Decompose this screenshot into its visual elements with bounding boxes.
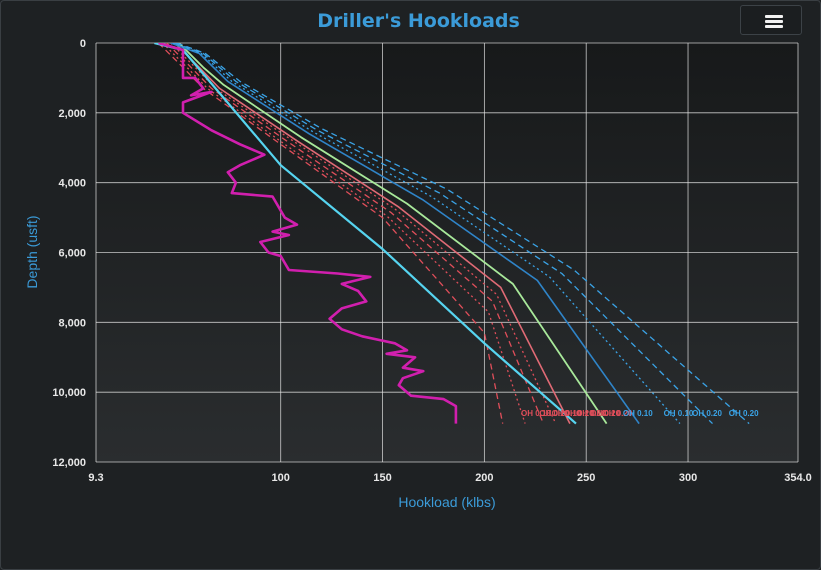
curve-label: OH 0.20 xyxy=(564,409,594,418)
y-tick-label: 8,000 xyxy=(58,317,86,329)
series-line-7 xyxy=(170,43,640,425)
hamburger-icon-bar xyxy=(765,20,783,23)
curve-label: OH 0.20 xyxy=(602,409,632,418)
series-line-10 xyxy=(176,43,750,425)
x-axis-ticks: 9.3 100 150 200 250 300 354.0 xyxy=(88,472,811,484)
x-tick-label: 150 xyxy=(373,472,391,484)
curve-label: OH 0.20 xyxy=(539,409,569,418)
series-line-8 xyxy=(172,43,681,425)
series-line-9 xyxy=(174,43,713,425)
curve-label: OH 0.20 xyxy=(729,409,759,418)
series-line-3 xyxy=(166,43,545,424)
x-tick-label: 250 xyxy=(577,472,595,484)
curve-label: OH 0.20 xyxy=(692,409,722,418)
series-line-5 xyxy=(174,43,571,424)
curve-label: OH 0.20 xyxy=(590,409,620,418)
x-tick-label: 100 xyxy=(272,472,290,484)
x-tick-label: 300 xyxy=(679,472,697,484)
series-group xyxy=(154,43,750,425)
y-tick-label: 2,000 xyxy=(58,108,86,120)
series-line-6 xyxy=(178,43,608,425)
curve-label: OH 0.10 xyxy=(664,409,694,418)
y-tick-label: 4,000 xyxy=(58,178,86,190)
y-tick-label: 0 xyxy=(80,38,86,50)
hamburger-icon-bar xyxy=(765,25,783,28)
chart-menu-button[interactable] xyxy=(740,5,802,35)
x-tick-label: 354.0 xyxy=(784,472,812,484)
y-tick-label: 10,000 xyxy=(52,387,86,399)
grid xyxy=(95,42,799,463)
curve-label: OH 0.10 xyxy=(623,409,653,418)
hamburger-icon xyxy=(765,15,783,18)
y-tick-label: 6,000 xyxy=(58,248,86,260)
y-axis-ticks: 0 2,000 4,000 6,000 8,000 10,000 12,000 xyxy=(52,38,86,469)
y-axis-title: Depth (usft) xyxy=(24,215,40,288)
x-tick-label: 200 xyxy=(475,472,493,484)
x-tick-label: 9.3 xyxy=(88,472,103,484)
curve-label: OH 0.10 xyxy=(576,409,606,418)
chart-title: Driller's Hookloads xyxy=(317,10,520,32)
series-line-12 xyxy=(158,43,458,424)
curve-label: OH 0.10 xyxy=(552,409,582,418)
x-axis-title: Hookload (klbs) xyxy=(398,494,495,510)
curve-label: OH 0.10 xyxy=(521,409,551,418)
y-tick-label: 12,000 xyxy=(52,457,86,469)
